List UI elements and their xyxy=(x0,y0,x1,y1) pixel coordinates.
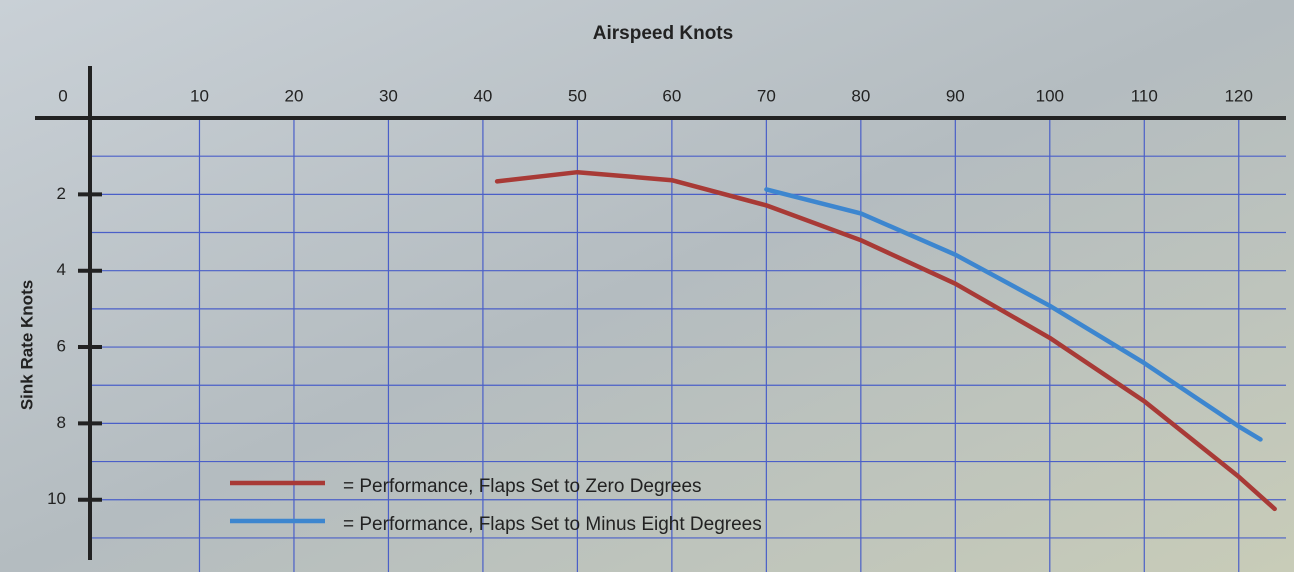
x-tick-label: 30 xyxy=(379,86,398,105)
y-tick-label: 10 xyxy=(47,489,66,508)
grid xyxy=(90,118,1286,572)
y-tick-label: 8 xyxy=(57,413,66,432)
chart-title: Airspeed Knots xyxy=(593,23,733,44)
legend-label: = Performance, Flaps Set to Minus Eight … xyxy=(343,514,762,535)
y-tick-label: 4 xyxy=(57,260,66,279)
x-tick-label: 120 xyxy=(1225,86,1253,105)
x-tick-label: 60 xyxy=(662,86,681,105)
x-tick-label: 50 xyxy=(568,86,587,105)
y-axis-label: Sink Rate Knots xyxy=(17,280,36,410)
x-tick-label: 100 xyxy=(1036,86,1064,105)
x-tick-label: 20 xyxy=(284,86,303,105)
x-tick-label: 70 xyxy=(757,86,776,105)
x-tick-label: 10 xyxy=(190,86,209,105)
series-line xyxy=(494,169,1277,512)
x-tick-label: 110 xyxy=(1131,86,1158,105)
y-tick-label: 6 xyxy=(57,337,66,356)
x-tick-label: 40 xyxy=(473,86,492,105)
x-tick-label: 90 xyxy=(946,86,965,105)
legend-label: = Performance, Flaps Set to Zero Degrees xyxy=(343,476,702,497)
x-tick-label: 80 xyxy=(851,86,870,105)
y-tick-label: 2 xyxy=(57,184,66,203)
series-line xyxy=(764,187,1263,442)
x-tick-label: 0 xyxy=(58,86,67,105)
